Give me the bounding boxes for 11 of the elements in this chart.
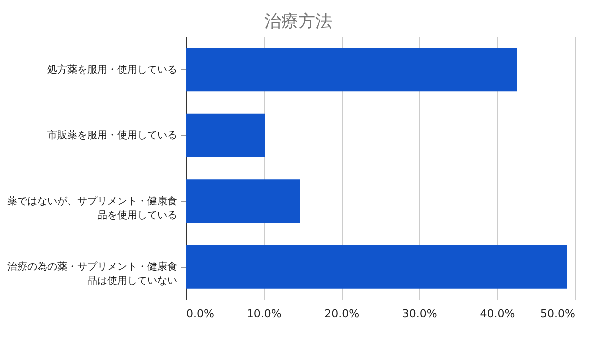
y-tick-label: 治療の為の薬・サプリメント・健康食品は使用していない xyxy=(8,261,178,288)
chart-title: 治療方法 xyxy=(264,12,332,32)
x-tick-label: 30.0% xyxy=(402,308,438,320)
y-tick-label: 処方薬を服用・使用している xyxy=(48,64,178,76)
y-tick-label: 薬ではないが、サプリメント・健康食品を使用している xyxy=(8,195,178,222)
x-tick-label: 40.0% xyxy=(480,308,516,320)
y-tick-label: 市販薬を服用・使用している xyxy=(48,130,178,142)
x-tick-label: 50.0% xyxy=(540,308,576,320)
x-tick-label: 10.0% xyxy=(246,308,282,320)
x-tick-label: 0.0% xyxy=(186,308,214,320)
x-tick-label: 20.0% xyxy=(324,308,360,320)
